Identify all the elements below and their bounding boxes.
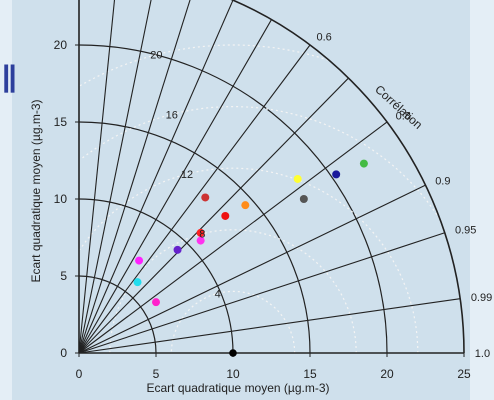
data-point — [133, 278, 142, 287]
reference-point — [229, 349, 237, 357]
correlation-line — [78, 19, 272, 354]
rmsd-label: 16 — [166, 109, 178, 121]
side-mark: || — [2, 60, 17, 93]
data-point — [293, 174, 302, 183]
rmsd-arc — [79, 167, 419, 353]
std-arc — [78, 198, 234, 354]
data-point — [201, 193, 210, 202]
data-point — [299, 195, 308, 203]
data-point — [173, 245, 182, 254]
rmsd-label: 4 — [215, 288, 221, 300]
std-arc — [78, 44, 388, 354]
x-tick-label: 25 — [457, 367, 471, 381]
x-tick-label: 10 — [226, 367, 240, 381]
correlation-line — [78, 298, 461, 354]
right-edge-strip — [470, 0, 494, 400]
correlation-line — [78, 44, 311, 354]
rmsd-arc — [170, 290, 296, 353]
correlation-tick-label: 0.8 — [396, 111, 411, 123]
axes-layer — [75, 0, 465, 357]
correlation-tick-label: 0.9 — [435, 175, 450, 187]
data-point — [359, 159, 368, 168]
correlation-tick-label: 0.6 — [316, 31, 331, 43]
correlation-tick-label: 0.99 — [471, 292, 492, 304]
correlation-line — [78, 184, 426, 354]
data-point — [221, 211, 230, 220]
correlation-line — [78, 0, 234, 354]
data-point — [196, 236, 205, 245]
y-axis-label: Ecart quadratique moyen (µg.m-3) — [29, 100, 43, 283]
rmsd-label: 20 — [150, 50, 162, 62]
y-tick-label: 10 — [54, 192, 68, 206]
correlation-line — [78, 0, 116, 354]
correlation-line — [78, 77, 349, 354]
points-layer — [133, 159, 368, 357]
x-tick-label: 15 — [303, 367, 317, 381]
x-tick-label: 5 — [153, 367, 160, 381]
y-tick-label: 0 — [60, 346, 67, 360]
rmsd-arc — [78, 44, 329, 87]
y-tick-label: 20 — [54, 38, 68, 52]
rmsd-label: 8 — [199, 229, 205, 241]
x-tick-label: 20 — [380, 367, 394, 381]
data-point — [241, 201, 250, 210]
data-point — [135, 256, 144, 265]
data-point — [332, 170, 341, 179]
std-arc — [78, 121, 311, 354]
data-point — [196, 228, 205, 237]
rmsd-label: 12 — [181, 169, 193, 181]
correlation-label: Corrélation — [372, 82, 425, 132]
correlation-line — [78, 232, 445, 354]
x-axis-label: Ecart quadratique moyen (µg.m-3) — [147, 381, 330, 395]
correlation-tick-label: 0.95 — [455, 224, 476, 236]
x-tick-label: 0 — [76, 367, 83, 381]
correlation-line — [78, 0, 152, 354]
y-tick-label: 15 — [54, 115, 68, 129]
correlation-tick-label: 1.0 — [475, 348, 490, 360]
rmsd-arc — [80, 106, 441, 220]
grid-layer — [78, 0, 461, 354]
left-edge-strip — [0, 0, 12, 400]
correlation-line — [78, 121, 388, 354]
y-tick-label: 5 — [60, 269, 67, 283]
outer-arc — [230, 0, 465, 354]
correlation-line — [78, 0, 191, 354]
labels-layer: 051015202505101520250.0.20.40.60.80.90.9… — [54, 31, 493, 381]
data-point — [152, 298, 160, 307]
